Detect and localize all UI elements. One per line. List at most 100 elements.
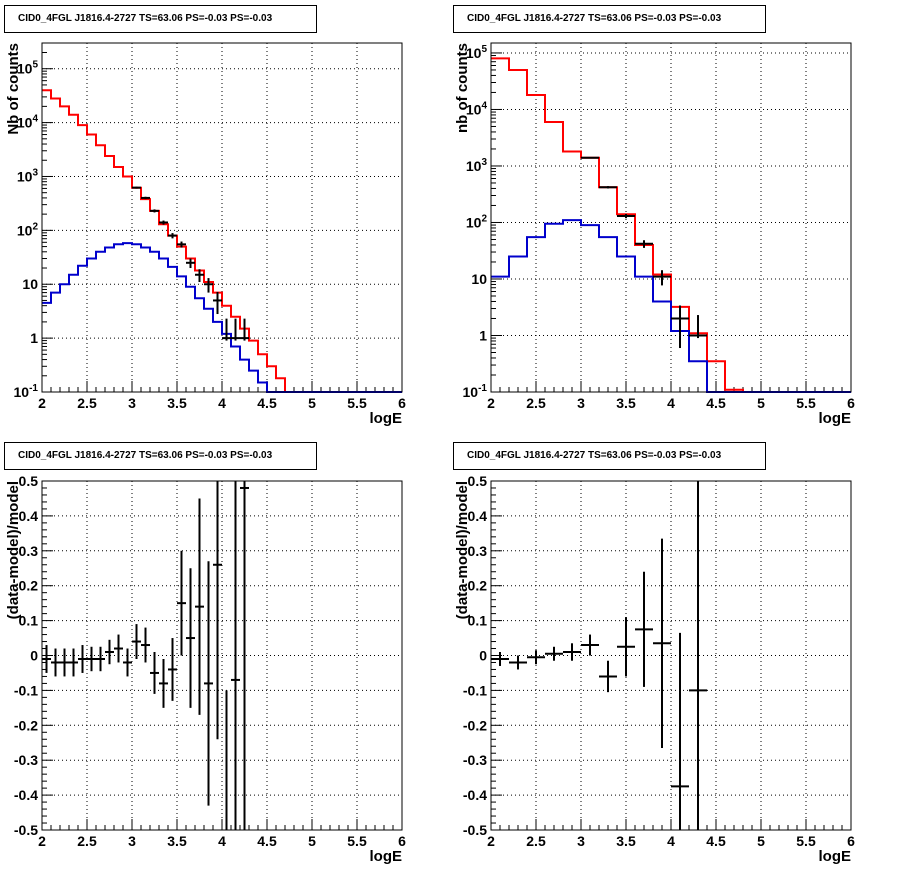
y-tick-label: -0.2 [14, 717, 38, 733]
x-tick-label: 3 [128, 833, 136, 849]
x-tick-label: 3.5 [167, 833, 187, 849]
data-point [240, 318, 249, 341]
data-point [159, 658, 168, 708]
y-axis-title: Nb of counts [5, 43, 22, 135]
plot-frame [490, 480, 852, 831]
x-tick-label: 4 [218, 395, 226, 411]
data-point [177, 550, 186, 656]
x-tick-label: 3 [577, 395, 585, 411]
data-point [653, 270, 671, 286]
x-tick-label: 3.5 [616, 833, 636, 849]
y-axis-title: (data-model)/model [5, 481, 22, 619]
x-tick-label: 4 [667, 833, 675, 849]
x-tick-label: 2.5 [77, 833, 97, 849]
y-tick-label: 0.5 [468, 473, 488, 489]
chart-p4: 2 2.5 3 3.5 4 4.5 5 5.5 6 -0.5 -0.4 -0.3 -0.2 -0.1 0 0.… [454, 473, 855, 865]
y-tick-label: 103 [17, 167, 39, 184]
data-point [617, 617, 635, 677]
x-tick-label: 4 [667, 395, 675, 411]
x-tick-label: 4.5 [706, 395, 726, 411]
chart-p1: 2 2.5 3 3.5 4 4.5 5 5.5 6 10-1 1 10 102 103 104 105 logE… [5, 42, 406, 427]
plot-frame [41, 480, 403, 831]
x-tick-label: 2 [38, 395, 46, 411]
data-point [231, 318, 240, 341]
y-axis-title: nb of counts [454, 43, 471, 133]
data-point [42, 645, 51, 673]
x-tick-label: 6 [847, 395, 855, 411]
y-tick-label: 0.2 [19, 578, 39, 594]
y-tick-label: 102 [17, 221, 39, 238]
data-point [105, 639, 114, 665]
data-point [240, 481, 249, 830]
x-tick-label: 5 [308, 395, 316, 411]
x-tick-label: 2.5 [526, 833, 546, 849]
data-point [141, 627, 150, 663]
y-tick-label: 105 [466, 44, 488, 61]
y-tick-label: -0.4 [463, 787, 487, 803]
series-source-model [491, 219, 851, 393]
data-point [96, 646, 105, 672]
data-point [491, 652, 509, 666]
x-tick-label: 6 [398, 833, 406, 849]
y-tick-label: 0.4 [468, 508, 488, 524]
data-point [195, 498, 204, 715]
data-point [168, 638, 177, 701]
x-tick-label: 2 [38, 833, 46, 849]
data-point [186, 568, 195, 708]
data-point [599, 186, 617, 189]
y-tick-label: -0.4 [14, 787, 38, 803]
data-point [599, 660, 617, 693]
plot-title-bottom-right: CID0_4FGL J1816.4-2727 TS=63.06 PS=-0.03… [453, 442, 766, 470]
data-point [617, 214, 635, 219]
y-tick-label: -0.5 [463, 822, 487, 838]
y-tick-label: 0.4 [19, 508, 39, 524]
y-tick-label: 0.1 [19, 613, 39, 629]
y-tick-label: 10-1 [14, 383, 39, 400]
x-tick-label: 3 [577, 833, 585, 849]
data-point [689, 315, 707, 339]
y-tick-label: -0.1 [463, 682, 487, 698]
y-tick-label: 0.3 [468, 543, 488, 559]
data-point [132, 624, 141, 659]
x-tick-label: 3.5 [167, 395, 187, 411]
x-tick-label: 3 [128, 395, 136, 411]
y-tick-label: 1 [30, 330, 38, 346]
x-tick-label: 2 [487, 395, 495, 411]
data-point [204, 561, 213, 806]
y-tick-label: 0.5 [19, 473, 39, 489]
series-source-model [42, 242, 402, 393]
data-point [527, 650, 545, 665]
data-point [69, 648, 78, 677]
y-tick-label: 104 [466, 100, 488, 117]
x-tick-label: 5 [757, 833, 765, 849]
data-point [581, 156, 599, 159]
y-tick-label: 1 [479, 327, 487, 343]
y-tick-label: -0.2 [463, 717, 487, 733]
data-point [635, 240, 653, 248]
x-tick-label: 5.5 [347, 395, 367, 411]
x-axis-title: logE [370, 410, 403, 427]
x-tick-label: 4.5 [257, 833, 277, 849]
y-tick-label: 0 [30, 648, 38, 664]
y-tick-label: 0.2 [468, 578, 488, 594]
x-axis-title: logE [819, 848, 852, 865]
plot-title-top-right: CID0_4FGL J1816.4-2727 TS=63.06 PS=-0.03… [453, 5, 766, 33]
data-point [581, 634, 599, 656]
data-point [671, 305, 689, 349]
y-tick-label: 0.3 [19, 543, 39, 559]
x-tick-label: 6 [398, 395, 406, 411]
data-point [186, 258, 195, 269]
data-point [78, 645, 87, 673]
data-point [689, 481, 707, 830]
x-tick-label: 2.5 [526, 395, 546, 411]
data-point [204, 278, 213, 293]
x-tick-label: 5 [757, 395, 765, 411]
data-point [671, 632, 689, 830]
plot-frame [490, 42, 852, 393]
data-point [51, 648, 60, 677]
chart-p3: 2 2.5 3 3.5 4 4.5 5 5.5 6 -0.5 -0.4 -0.3 -0.2 -0.1 0 0.… [5, 473, 406, 865]
y-tick-label: 10 [471, 271, 487, 287]
y-tick-label: 104 [17, 114, 39, 131]
data-point [509, 655, 527, 670]
y-tick-label: -0.1 [14, 682, 38, 698]
